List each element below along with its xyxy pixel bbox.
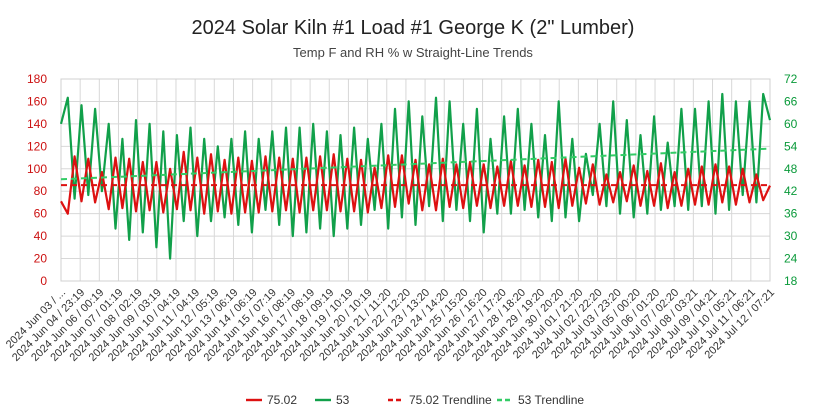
right-tick-label: 42 bbox=[784, 184, 798, 198]
series-line-3 bbox=[60, 147, 771, 181]
left-tick-label: 160 bbox=[27, 94, 47, 108]
legend: 75.02 53 75.02 Trendline 53 Trendline bbox=[246, 393, 584, 407]
right-axis-ticks: 18 24 30 36 42 48 54 60 66 72 bbox=[784, 72, 798, 288]
legend-label: 53 Trendline bbox=[518, 393, 584, 407]
right-tick-label: 48 bbox=[784, 162, 798, 176]
plot-area-border bbox=[60, 78, 771, 282]
legend-label: 53 bbox=[336, 393, 350, 407]
x-axis-ticks: 2024 Jun 03 / ...2024 Jun 04 / 23:192024… bbox=[4, 287, 777, 364]
right-tick-label: 54 bbox=[784, 139, 798, 153]
chart-title: 2024 Solar Kiln #1 Load #1 George K (2" … bbox=[192, 17, 635, 39]
chart-subtitle: Temp F and RH % w Straight-Line Trends bbox=[293, 45, 533, 60]
right-tick-label: 72 bbox=[784, 72, 798, 86]
right-tick-label: 18 bbox=[784, 274, 798, 288]
left-tick-label: 120 bbox=[27, 139, 47, 153]
left-tick-label: 80 bbox=[34, 184, 48, 198]
right-tick-label: 36 bbox=[784, 207, 798, 221]
legend-label: 75.02 Trendline bbox=[409, 393, 492, 407]
right-tick-label: 60 bbox=[784, 117, 798, 131]
left-tick-label: 100 bbox=[27, 162, 47, 176]
series-line-1 bbox=[59, 92, 772, 260]
left-axis-ticks: 0 20 40 60 80 100 120 140 160 180 bbox=[27, 72, 47, 288]
left-tick-label: 140 bbox=[27, 117, 47, 131]
left-tick-label: 40 bbox=[34, 229, 48, 243]
right-tick-label: 30 bbox=[784, 229, 798, 243]
left-tick-label: 180 bbox=[27, 72, 47, 86]
left-tick-label: 60 bbox=[34, 207, 48, 221]
series-line-0 bbox=[60, 150, 771, 215]
right-tick-label: 24 bbox=[784, 252, 798, 266]
right-tick-label: 66 bbox=[784, 94, 798, 108]
legend-label: 75.02 bbox=[267, 393, 297, 407]
left-tick-label: 20 bbox=[34, 252, 48, 266]
series-layer bbox=[59, 92, 772, 260]
left-tick-label: 0 bbox=[40, 274, 47, 288]
